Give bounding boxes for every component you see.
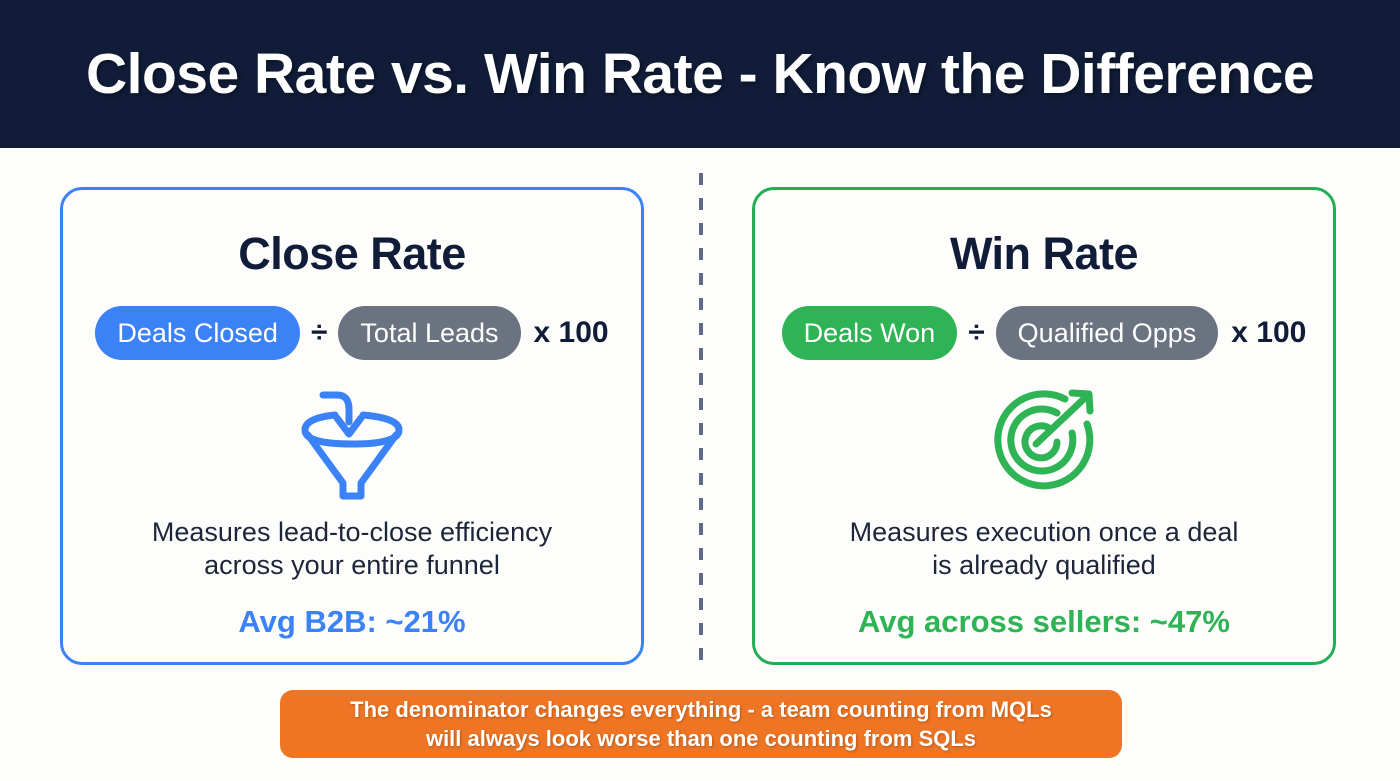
win-rate-title: Win Rate — [949, 228, 1139, 279]
win-rate-denominator-pill: Qualified Opps — [995, 306, 1219, 360]
close-rate-description-line2: across your entire funnel — [204, 549, 500, 580]
close-rate-numerator-pill: Deals Closed — [95, 306, 300, 360]
target-icon — [979, 382, 1109, 500]
banner-line-1: The denominator changes everything - a t… — [350, 696, 1052, 722]
close-rate-description: Measures lead-to-close efficiency across… — [122, 516, 582, 582]
win-rate-description: Measures execution once a deal is alread… — [820, 516, 1269, 582]
banner-line-2: will always look worse than one counting… — [425, 726, 977, 751]
close-rate-title: Close Rate — [238, 228, 466, 279]
cards-container: Close Rate Deals Closed ÷ Total Leads x … — [0, 148, 1400, 673]
header-bar: Close Rate vs. Win Rate - Know the Diffe… — [0, 0, 1400, 148]
divide-icon: ÷ — [968, 316, 985, 349]
funnel-icon — [277, 382, 427, 500]
win-rate-formula: Deals Won ÷ Qualified Opps x 100 — [755, 306, 1333, 360]
key-takeaway-banner: The denominator changes everything - a t… — [280, 690, 1122, 758]
close-rate-multiplier: x 100 — [533, 316, 609, 349]
divide-icon: ÷ — [310, 316, 328, 349]
close-rate-denominator-pill: Total Leads — [338, 306, 521, 360]
win-rate-card: Win Rate Deals Won ÷ Qualified Opps x 10… — [752, 187, 1336, 665]
win-rate-description-line1: Measures execution once a deal — [849, 517, 1239, 547]
win-rate-numerator-pill: Deals Won — [781, 306, 958, 360]
close-rate-stat: Avg B2B: ~21% — [238, 603, 466, 639]
close-rate-formula: Deals Closed ÷ Total Leads x 100 — [63, 306, 641, 360]
win-rate-multiplier: x 100 — [1231, 316, 1307, 349]
close-rate-description-line1: Measures lead-to-close efficiency — [151, 517, 553, 547]
close-rate-card: Close Rate Deals Closed ÷ Total Leads x … — [60, 187, 644, 665]
card-divider — [699, 173, 703, 663]
page-title: Close Rate vs. Win Rate - Know the Diffe… — [85, 42, 1315, 106]
win-rate-stat: Avg across sellers: ~47% — [858, 603, 1230, 639]
win-rate-description-line2: is already qualified — [932, 549, 1156, 580]
